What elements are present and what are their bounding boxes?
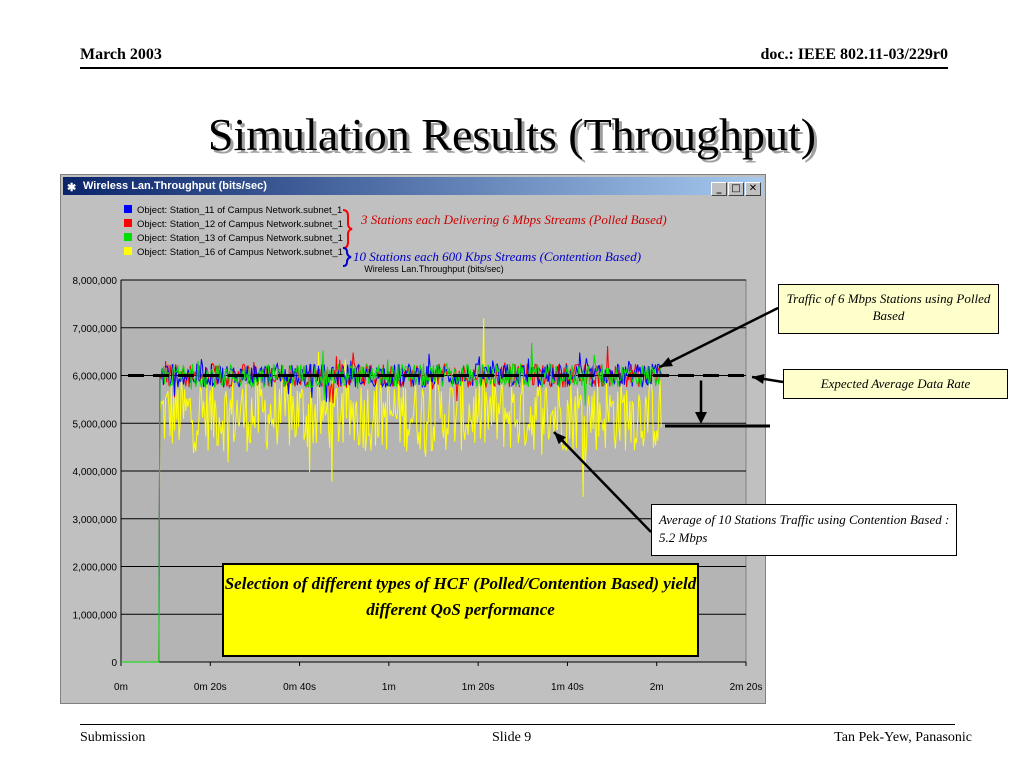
annotation-polled: 3 Stations each Delivering 6 Mbps Stream…	[360, 212, 667, 227]
arrow-average	[553, 431, 652, 533]
y-tick-label: 0	[111, 658, 117, 669]
x-tick-label: 1m 40s	[551, 682, 584, 693]
callout-selection-hcf: Selection of different types of HCF (Pol…	[222, 563, 699, 657]
y-tick-label: 1,000,000	[73, 610, 118, 621]
x-tick-label: 1m 20s	[462, 682, 495, 693]
x-tick-label: 2m 20s	[730, 682, 763, 693]
legend-swatch	[124, 219, 132, 227]
callout-average-contention: Average of 10 Stations Traffic using Con…	[651, 504, 957, 556]
y-tick-label: 7,000,000	[73, 324, 118, 335]
y-tick-label: 6,000,000	[73, 372, 118, 383]
x-tick-label: 0m	[114, 682, 128, 693]
footer-slide-number: Slide 9	[492, 730, 532, 745]
arrow-traffic-polled-head	[660, 357, 673, 367]
header-rule	[80, 67, 948, 69]
x-tick-label: 0m 40s	[283, 682, 316, 693]
window-title: Wireless Lan.Throughput (bits/sec)	[83, 180, 267, 192]
footer-author: Tan Pek-Yew, Panasonic	[834, 730, 972, 745]
x-tick-label: 0m 20s	[194, 682, 227, 693]
arrow-average-head	[554, 432, 566, 445]
window-titlebar[interactable]: ✱ Wireless Lan.Throughput (bits/sec) _ □ ✕	[63, 177, 763, 196]
callout-expected-rate: Expected Average Data Rate	[783, 369, 1008, 399]
y-tick-label: 3,000,000	[73, 515, 118, 526]
annotation-contention: 10 Stations each 600 Kbps Streams (Conte…	[353, 249, 641, 264]
y-tick-label: 4,000,000	[73, 467, 118, 478]
slide-title: Simulation Results (Throughput)	[207, 109, 817, 160]
minimize-button[interactable]: _	[711, 182, 727, 196]
series-line	[121, 342, 662, 663]
polled-brace	[342, 209, 353, 249]
y-tick-label: 5,000,000	[73, 419, 118, 430]
callout-traffic-polled: Traffic of 6 Mbps Stations using Polled …	[778, 284, 999, 334]
legend-swatch	[124, 233, 132, 241]
contention-brace	[342, 247, 352, 267]
footer-rule	[80, 724, 955, 725]
header-date: March 2003	[80, 46, 162, 63]
footer-submission: Submission	[80, 730, 146, 745]
arrow-traffic-polled	[659, 306, 779, 369]
legend-label: Object: Station_13 of Campus Network.sub…	[137, 233, 343, 244]
window-star-icon: ✱	[67, 182, 77, 194]
series-line	[121, 352, 662, 663]
legend-label: Object: Station_16 of Campus Network.sub…	[137, 247, 343, 258]
close-button[interactable]: ✕	[745, 182, 761, 196]
maximize-button[interactable]: □	[728, 182, 744, 196]
legend-swatch	[124, 247, 132, 255]
gap-arrowhead	[695, 412, 707, 424]
legend-label: Object: Station_12 of Campus Network.sub…	[137, 219, 343, 230]
x-tick-label: 1m	[382, 682, 396, 693]
series-line	[121, 318, 662, 663]
legend-swatch	[124, 205, 132, 213]
plot-title: Wireless Lan.Throughput (bits/sec)	[364, 264, 504, 274]
arrow-expected-rate-head	[752, 373, 765, 384]
y-tick-label: 8,000,000	[73, 276, 118, 287]
header-doc-id: doc.: IEEE 802.11-03/229r0	[760, 46, 948, 63]
y-tick-label: 2,000,000	[73, 563, 118, 574]
legend-label: Object: Station_11 of Campus Network.sub…	[137, 205, 342, 216]
x-tick-label: 2m	[650, 682, 664, 693]
